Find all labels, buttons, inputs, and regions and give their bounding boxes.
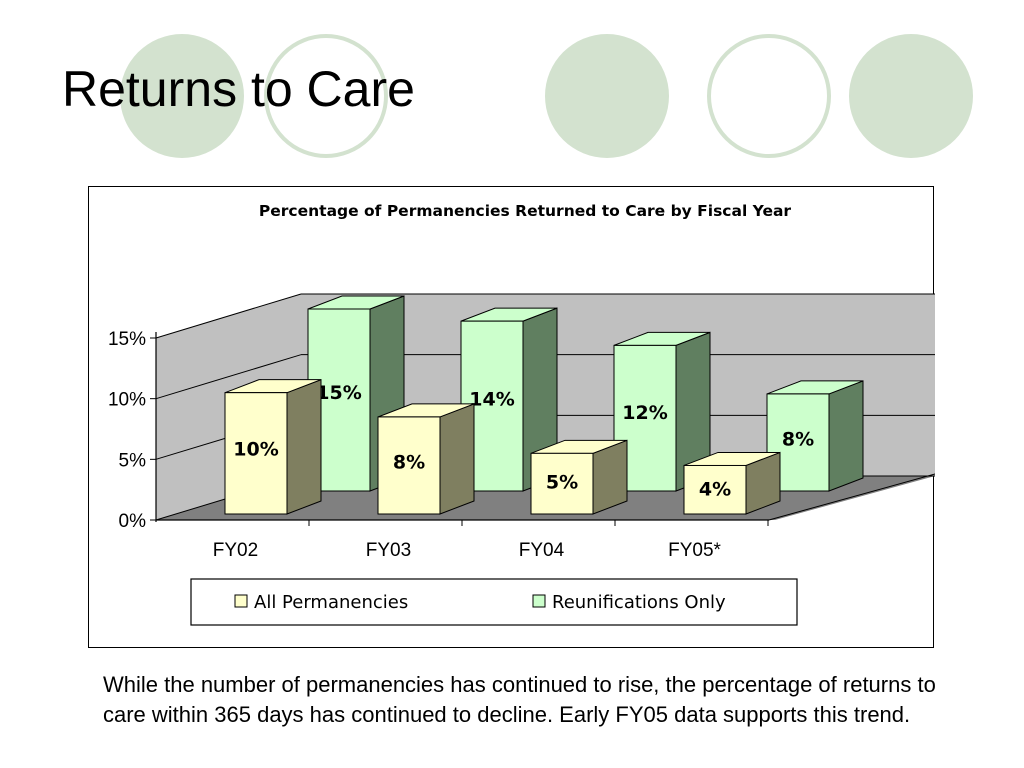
y-tick-label: 10% [108,390,146,411]
x-tick-label: FY03 [366,540,411,561]
data-label: 12% [622,402,667,424]
data-label: 10% [233,438,278,460]
y-tick-label: 0% [119,511,147,532]
legend-swatch [234,594,248,608]
y-tick-label: 15% [108,329,146,350]
chart-legend: All Permanencies Reunifications Only [190,578,798,626]
legend-box [190,578,798,626]
bar-reunifications-side [828,380,864,492]
bar-chart: Percentage of Permanencies Returned to C… [108,202,935,626]
bar-all-permanencies [224,392,288,515]
decor-circle-2 [264,34,388,158]
slide-title: Returns to Care [62,61,415,117]
bar-all-permanencies-side [286,378,322,515]
decor-circle-5 [849,34,973,158]
x-tick-label: FY02 [213,540,258,561]
data-label: 14% [469,389,514,411]
chart-title: Percentage of Permanencies Returned to C… [259,202,792,220]
bar-all-permanencies [683,464,747,515]
gridline-diagonal [155,354,302,400]
data-label: 15% [316,382,361,404]
decor-circle-4 [707,34,831,158]
data-label: 8% [393,452,425,474]
slide-caption: While the number of permanencies has con… [103,672,936,727]
decor-circle-1 [120,34,244,158]
legend-label: Reunifications Only [552,592,726,613]
bar-all-permanencies [530,452,594,515]
data-label: 4% [699,478,731,500]
gridline-diagonal [155,293,302,339]
x-tick-label: FY05* [668,540,721,561]
x-axis-depth-edge [768,473,935,521]
bar-all-permanencies-side [439,403,475,515]
bar-all-permanencies [377,416,441,515]
data-label: 8% [782,429,814,451]
data-label: 5% [546,472,578,494]
y-tick-label: 5% [119,450,147,471]
legend-swatch [532,594,546,608]
chart-frame: Percentage of Permanencies Returned to C… [88,186,935,648]
decor-circle-3 [545,34,669,158]
x-tick-label: FY04 [519,540,565,561]
legend-label: All Permanencies [254,592,408,613]
